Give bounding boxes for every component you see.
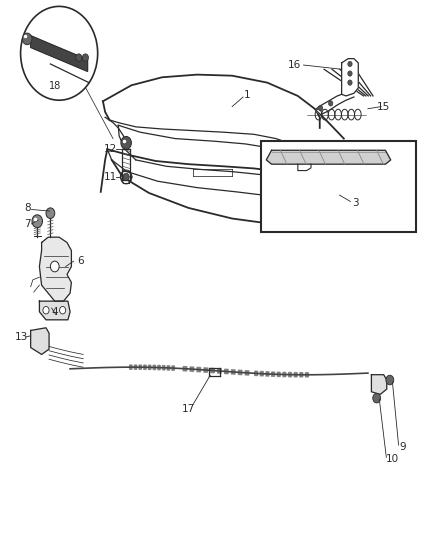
Polygon shape — [245, 370, 249, 375]
Circle shape — [82, 54, 88, 61]
Polygon shape — [342, 59, 358, 96]
Circle shape — [46, 208, 55, 219]
Polygon shape — [272, 372, 275, 376]
Polygon shape — [31, 36, 88, 71]
Circle shape — [22, 33, 32, 45]
Circle shape — [121, 136, 131, 149]
Text: 3: 3 — [352, 198, 359, 207]
Polygon shape — [130, 365, 132, 369]
Polygon shape — [277, 372, 280, 376]
Polygon shape — [289, 373, 291, 377]
Circle shape — [318, 106, 323, 111]
Text: 17: 17 — [182, 405, 195, 414]
Polygon shape — [238, 370, 242, 375]
Polygon shape — [139, 365, 141, 369]
Circle shape — [123, 173, 129, 181]
Polygon shape — [144, 365, 146, 369]
Text: 4: 4 — [51, 307, 58, 317]
Circle shape — [348, 80, 352, 85]
Polygon shape — [266, 150, 391, 164]
Polygon shape — [211, 368, 214, 373]
Polygon shape — [218, 369, 221, 373]
Polygon shape — [183, 367, 187, 371]
Polygon shape — [306, 373, 308, 377]
Circle shape — [60, 306, 66, 314]
Polygon shape — [283, 373, 286, 377]
Polygon shape — [39, 237, 71, 301]
Polygon shape — [31, 328, 49, 354]
Polygon shape — [225, 369, 228, 374]
Circle shape — [50, 261, 59, 272]
Circle shape — [32, 215, 42, 228]
Polygon shape — [204, 368, 208, 372]
Polygon shape — [148, 365, 151, 369]
Text: 18: 18 — [49, 81, 61, 91]
Text: 16: 16 — [288, 60, 301, 70]
Polygon shape — [294, 373, 297, 377]
Circle shape — [373, 393, 381, 403]
Text: 6: 6 — [78, 256, 85, 266]
Polygon shape — [266, 372, 269, 376]
Circle shape — [76, 54, 82, 61]
Circle shape — [348, 71, 352, 76]
Polygon shape — [39, 301, 70, 320]
Text: 10: 10 — [385, 455, 399, 464]
Text: 13: 13 — [14, 332, 28, 342]
Polygon shape — [197, 367, 201, 372]
Bar — [261, 141, 416, 232]
Circle shape — [386, 375, 394, 385]
Text: 8: 8 — [24, 203, 31, 213]
Polygon shape — [315, 94, 354, 115]
Text: 9: 9 — [399, 442, 406, 451]
Polygon shape — [167, 366, 170, 370]
Text: 7: 7 — [24, 219, 31, 229]
Text: 15: 15 — [377, 102, 390, 111]
Polygon shape — [260, 372, 263, 376]
Circle shape — [21, 6, 98, 100]
Polygon shape — [153, 365, 155, 369]
Circle shape — [328, 101, 333, 106]
Text: 11: 11 — [104, 172, 117, 182]
Polygon shape — [134, 365, 137, 369]
Polygon shape — [158, 366, 160, 370]
Polygon shape — [300, 373, 303, 377]
Circle shape — [43, 306, 49, 314]
Polygon shape — [255, 371, 258, 376]
Polygon shape — [162, 366, 165, 370]
Polygon shape — [371, 375, 387, 394]
Text: 12: 12 — [104, 144, 117, 154]
Text: 1: 1 — [244, 90, 251, 100]
Polygon shape — [232, 370, 235, 374]
Polygon shape — [190, 367, 194, 372]
Circle shape — [348, 61, 352, 67]
Polygon shape — [172, 366, 174, 370]
